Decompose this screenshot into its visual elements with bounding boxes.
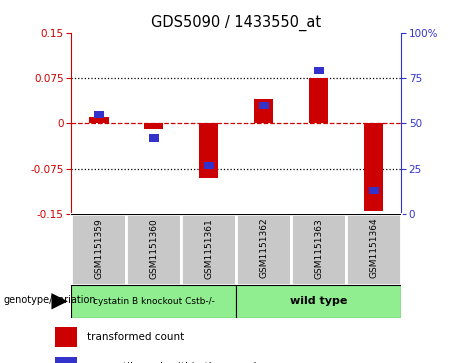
Text: GSM1151363: GSM1151363 (314, 218, 323, 278)
FancyBboxPatch shape (236, 285, 401, 318)
Bar (259, 102, 269, 109)
Bar (309, 78, 328, 123)
Bar (149, 134, 159, 142)
Bar (254, 99, 273, 123)
Text: cystatin B knockout Cstb-/-: cystatin B knockout Cstb-/- (93, 297, 215, 306)
Bar (204, 162, 214, 169)
Bar (314, 67, 324, 74)
Text: GSM1151359: GSM1151359 (95, 218, 103, 278)
Text: GSM1151364: GSM1151364 (369, 218, 378, 278)
Text: wild type: wild type (290, 296, 347, 306)
FancyBboxPatch shape (71, 285, 236, 318)
FancyBboxPatch shape (181, 214, 236, 285)
Bar (55, 327, 77, 347)
Bar (199, 123, 219, 178)
FancyBboxPatch shape (346, 214, 401, 285)
Text: genotype/variation: genotype/variation (4, 295, 96, 305)
Bar (55, 357, 77, 363)
Title: GDS5090 / 1433550_at: GDS5090 / 1433550_at (151, 15, 321, 31)
FancyBboxPatch shape (236, 214, 291, 285)
Text: GSM1151360: GSM1151360 (149, 218, 159, 278)
Text: percentile rank within the sample: percentile rank within the sample (87, 362, 263, 363)
Text: transformed count: transformed count (87, 332, 184, 342)
FancyBboxPatch shape (126, 214, 181, 285)
Text: GSM1151361: GSM1151361 (204, 218, 213, 278)
FancyBboxPatch shape (291, 214, 346, 285)
Polygon shape (52, 293, 68, 309)
Bar (369, 187, 378, 194)
FancyBboxPatch shape (71, 214, 126, 285)
Bar (94, 111, 104, 118)
Text: GSM1151362: GSM1151362 (259, 218, 268, 278)
Bar (89, 117, 108, 123)
Bar (364, 123, 383, 211)
Bar (144, 123, 164, 130)
